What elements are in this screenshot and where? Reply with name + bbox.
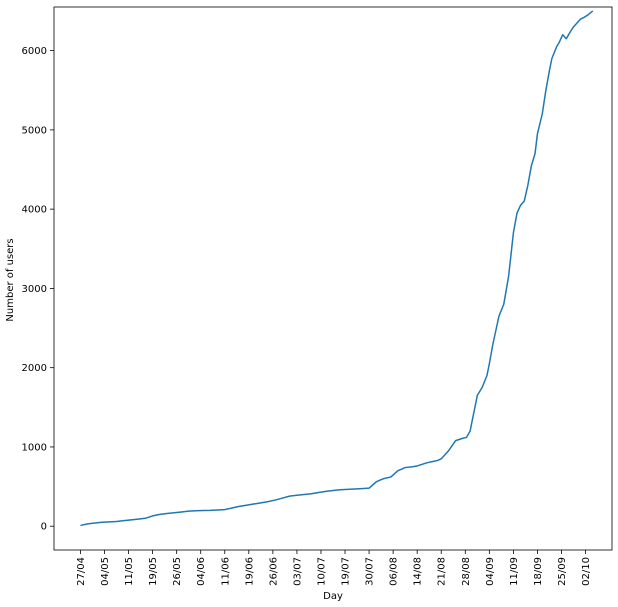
y-tick-label: 6000 [22, 46, 47, 57]
x-axis-ticks: 27/04 04/05 11/05 19/05 26/05 04/06 11/06 19/06… [76, 550, 592, 586]
x-tick-label: 04/06 [196, 557, 207, 586]
x-tick-label: 21/08 [437, 557, 448, 586]
x-tick-label: 03/07 [292, 557, 303, 586]
x-tick-label: 14/08 [413, 557, 424, 586]
x-tick-label: 28/08 [461, 557, 472, 586]
x-tick-label: 18/09 [533, 557, 544, 586]
y-axis-label: Number of users [5, 238, 16, 321]
x-tick-label: 26/06 [268, 557, 279, 586]
y-tick-label: 5000 [22, 125, 47, 136]
users-series-line [80, 10, 594, 527]
x-tick-label: 04/09 [485, 557, 496, 586]
y-axis-ticks: 0 1000 2000 3000 4000 5000 6000 [22, 46, 54, 533]
x-axis-label: Day [323, 591, 343, 602]
y-tick-label: 4000 [22, 205, 47, 216]
x-tick-label: 26/05 [172, 557, 183, 586]
x-tick-label: 11/05 [124, 557, 135, 586]
y-tick-label: 2000 [22, 363, 47, 374]
x-tick-label: 30/07 [365, 557, 376, 586]
x-tick-label: 27/04 [76, 557, 87, 586]
x-tick-label: 25/09 [557, 557, 568, 586]
x-tick-label: 19/07 [341, 557, 352, 586]
x-tick-label: 04/05 [100, 557, 111, 586]
x-tick-label: 11/09 [509, 557, 520, 586]
y-tick-label: 1000 [22, 442, 47, 453]
plot-area-frame [53, 6, 613, 551]
x-tick-label: 19/05 [148, 557, 159, 586]
y-tick-label: 0 [41, 522, 47, 533]
x-tick-label: 02/10 [581, 557, 592, 586]
x-tick-label: 10/07 [316, 557, 327, 586]
x-tick-label: 19/06 [244, 557, 255, 586]
y-tick-label: 3000 [22, 284, 47, 295]
x-tick-label: 06/08 [389, 557, 400, 586]
x-tick-label: 11/06 [220, 557, 231, 586]
